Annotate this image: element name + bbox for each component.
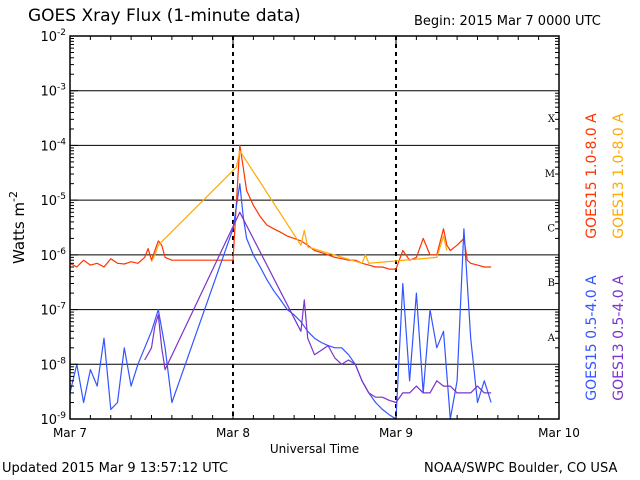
chart-title: GOES Xray Flux (1-minute data) (28, 6, 301, 26)
begin-time: Begin: 2015 Mar 7 0000 UTC (414, 14, 601, 29)
x-tick-label: Mar 9 (379, 426, 413, 440)
flare-class-label: C (547, 224, 555, 235)
y-tick-label: 10-7 (40, 302, 66, 319)
y-tick-label: 10-5 (40, 192, 66, 209)
series-line-3 (69, 183, 492, 420)
y-tick-label: 10-4 (40, 137, 66, 154)
plot-frame (69, 35, 560, 420)
credit-line: NOAA/SWPC Boulder, CO USA (424, 461, 618, 476)
flare-class-label: X (548, 114, 556, 125)
x-tick-label: Mar 7 (53, 426, 87, 440)
y-tick-label: 10-8 (40, 356, 66, 373)
updated-timestamp: Updated 2015 Mar 9 13:57:12 UTC (2, 461, 229, 476)
flare-class-label: M (545, 169, 555, 180)
y-tick-label: 10-9 (40, 411, 66, 428)
series-line-1 (69, 144, 492, 270)
legend-entry: GOES13 0.5-4.0 A (611, 275, 627, 401)
legend-entry: GOES15 1.0-8.0 A (584, 113, 600, 239)
y-tick-label: 10-2 (40, 28, 66, 45)
x-tick-label: Mar 10 (538, 426, 580, 440)
series-line-2 (150, 150, 448, 264)
flare-class-label: A (547, 333, 556, 344)
legend-entry: GOES13 1.0-8.0 A (611, 113, 627, 239)
legend-entry: GOES15 0.5-4.0 A (584, 275, 600, 401)
x-tick-label: Mar 8 (216, 426, 250, 440)
y-tick-label: 10-3 (40, 83, 66, 100)
y-tick-label: 10-6 (40, 247, 66, 264)
flare-class-label: B (548, 278, 555, 289)
x-axis-label: Universal Time (270, 442, 359, 456)
y-axis-label: Watts m-2 (7, 191, 28, 264)
series-line-4 (144, 211, 492, 404)
